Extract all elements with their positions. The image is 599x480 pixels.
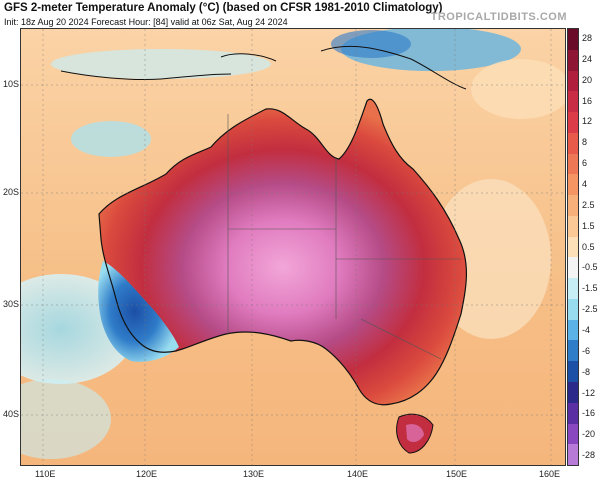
colorbar-label: -4 xyxy=(582,324,591,335)
australia-coastline xyxy=(98,98,468,406)
colorbar-segment xyxy=(568,340,578,362)
australia-warm-anomaly xyxy=(99,99,467,405)
west-coast-cold-anomaly xyxy=(98,261,179,362)
lon-label-110e: 110E xyxy=(35,469,56,479)
colorbar-label: 24 xyxy=(582,53,593,64)
colorbar-label: 8 xyxy=(582,137,588,148)
colorbar-label: -16 xyxy=(582,408,596,419)
colorbar-label: -20 xyxy=(582,429,596,440)
colorbar-segment xyxy=(568,298,578,320)
colorbar-segment xyxy=(568,402,578,424)
colorbar-label: 4 xyxy=(582,178,588,189)
lat-label-20s: 20S xyxy=(3,187,20,197)
lon-label-160e: 160E xyxy=(539,469,561,479)
colorbar-segment xyxy=(568,112,578,133)
map-canvas xyxy=(21,29,565,465)
colorbar-segment xyxy=(568,195,578,216)
colorbar-segment xyxy=(568,70,578,92)
colorbar-segment xyxy=(568,215,578,237)
colorbar-segment xyxy=(568,278,578,299)
colorbar-label: 2.5 xyxy=(582,199,595,210)
colorbar-segment xyxy=(568,444,578,466)
colorbar-segment xyxy=(568,153,578,175)
colorbar-segment xyxy=(568,29,578,50)
lon-label-130e: 130E xyxy=(243,469,265,479)
colorbar-label: -12 xyxy=(582,387,596,398)
colorbar-segment xyxy=(568,382,578,403)
colorbar-label: -0.5 xyxy=(582,262,598,273)
colorbar-label: 0.5 xyxy=(582,241,595,252)
tasmania-hot-core xyxy=(406,424,424,443)
colorbar-label: 28 xyxy=(582,32,593,43)
graticule xyxy=(21,29,565,465)
cool-anomaly-timor-sea xyxy=(71,121,151,157)
colorbar-label: 12 xyxy=(582,116,593,127)
lon-label-120e: 120E xyxy=(136,469,158,479)
lat-label-30s: 30S xyxy=(3,299,20,309)
state-border-nsw-vic xyxy=(360,318,442,360)
colorbar-label: -28 xyxy=(582,450,596,461)
colorbar-segment xyxy=(568,257,578,279)
cool-anomaly-indonesia xyxy=(51,49,271,79)
colorbar-segment xyxy=(568,91,578,113)
colorbar-label: -2.5 xyxy=(582,304,598,315)
map-title: GFS 2-meter Temperature Anomaly (°C) (ba… xyxy=(4,2,443,14)
colorbar-label: 20 xyxy=(582,74,593,85)
lon-label-140e: 140E xyxy=(347,469,369,479)
colorbar-label: -8 xyxy=(582,366,591,377)
colorbar-segment xyxy=(568,361,578,383)
colorbar-label: 6 xyxy=(582,158,588,169)
anomaly-map xyxy=(20,28,566,466)
lat-label-40s: 40S xyxy=(3,409,20,419)
new-guinea-coastline xyxy=(320,45,467,90)
colorbar-label: 1.5 xyxy=(582,220,595,231)
colorbar-segment xyxy=(568,236,578,258)
timor-coastline xyxy=(220,53,277,62)
map-subtitle: Init: 18z Aug 20 2024 Forecast Hour: [84… xyxy=(4,17,288,27)
brand-watermark: TROPICALTIDBITS.COM xyxy=(430,11,567,23)
colorbar-label: -6 xyxy=(582,345,591,356)
lat-label-10s: 10S xyxy=(3,79,20,89)
lon-label-150e: 150E xyxy=(446,469,468,479)
colorbar-segment xyxy=(568,423,578,445)
colorbar-segment xyxy=(568,132,578,154)
colorbar-label: -1.5 xyxy=(582,283,598,294)
colorbar-segment xyxy=(568,49,578,71)
neutral-coral-sea xyxy=(471,59,565,119)
colorbar-label: 16 xyxy=(582,95,593,106)
indonesia-coastline xyxy=(60,70,232,81)
tasmania-coastline xyxy=(396,413,434,454)
colorbar-segment xyxy=(568,319,578,341)
cool-anomaly-southwest-sea xyxy=(21,379,111,459)
cold-anomaly-papua xyxy=(331,30,411,58)
colorbar xyxy=(567,28,579,466)
colorbar-segment xyxy=(568,174,578,196)
